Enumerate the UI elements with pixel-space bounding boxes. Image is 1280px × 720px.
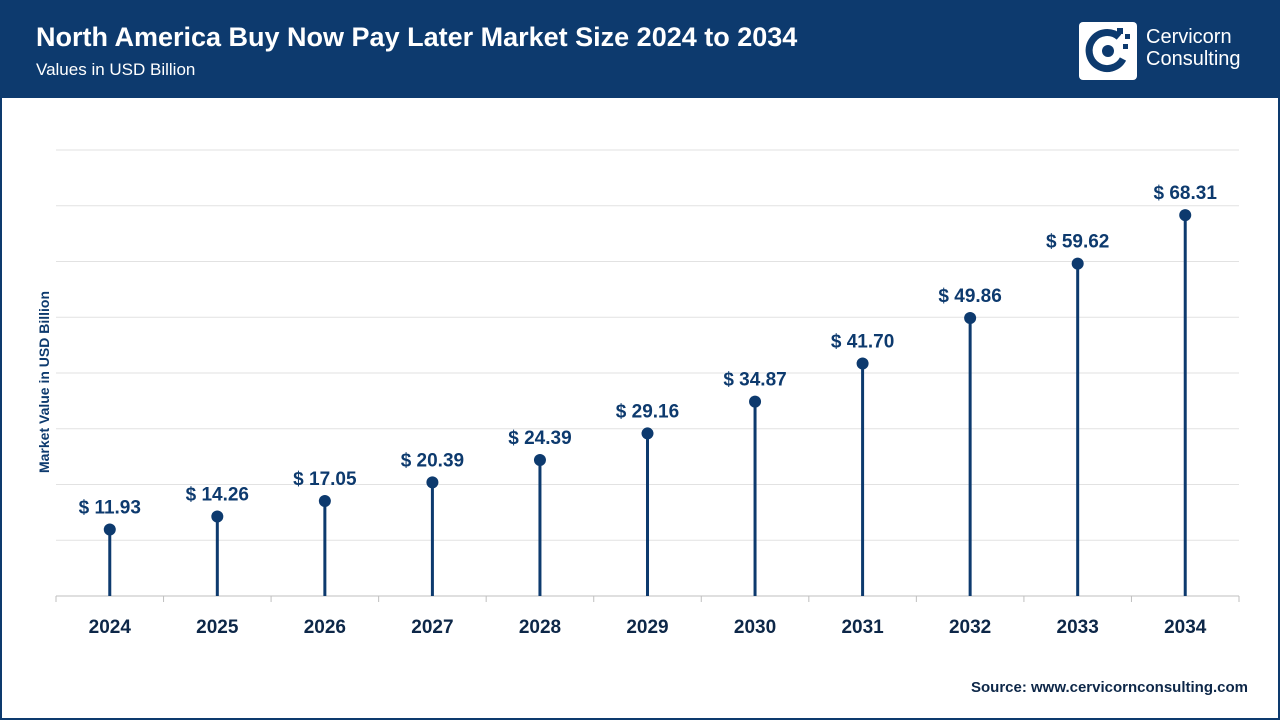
- data-label-2031: $ 41.70: [831, 332, 894, 353]
- data-label-2024: $ 11.93: [79, 497, 141, 518]
- x-tick-label-2025: 2025: [196, 617, 239, 638]
- header-bar: North America Buy Now Pay Later Market S…: [2, 2, 1278, 98]
- data-label-2034: $ 68.31: [1154, 183, 1218, 204]
- y-axis-label: Market Value in USD Billion: [36, 291, 52, 473]
- chart-subtitle: Values in USD Billion: [36, 60, 196, 79]
- data-label-2030: $ 34.87: [723, 370, 786, 391]
- data-label-2028: $ 24.39: [508, 428, 571, 449]
- data-point-2034: [1179, 209, 1192, 222]
- brand-name: Cervicorn Consulting: [1146, 26, 1241, 70]
- data-point-2031: [856, 357, 869, 370]
- data-label-2033: $ 59.62: [1046, 232, 1109, 253]
- data-label-2027: $ 20.39: [401, 450, 464, 471]
- brand-line2: Consulting: [1146, 48, 1241, 70]
- data-point-2033: [1071, 257, 1084, 270]
- data-point-2028: [533, 454, 546, 467]
- x-tick-label-2024: 2024: [89, 617, 132, 638]
- chart-title: North America Buy Now Pay Later Market S…: [36, 22, 798, 52]
- source-note: Source: www.cervicornconsulting.com: [970, 679, 1248, 696]
- x-tick-label-2032: 2032: [949, 617, 991, 638]
- data-point-2026: [318, 494, 331, 507]
- x-tick-label-2030: 2030: [734, 617, 776, 638]
- chart-marks: $ 11.93 2024 $ 14.26 2025 $ 17.05 2026 $ 20.39…: [79, 183, 1218, 638]
- x-tick-label-2031: 2031: [841, 617, 884, 638]
- x-tick-label-2034: 2034: [1164, 617, 1207, 638]
- data-point-2030: [749, 395, 762, 408]
- data-point-2027: [426, 476, 439, 489]
- data-point-2032: [964, 312, 977, 325]
- data-point-2025: [211, 510, 224, 523]
- data-label-2029: $ 29.16: [616, 401, 679, 422]
- x-tick-label-2033: 2033: [1057, 617, 1099, 638]
- data-point-2029: [641, 427, 654, 440]
- x-tick-label-2029: 2029: [626, 617, 668, 638]
- data-point-2024: [103, 523, 116, 536]
- data-label-2026: $ 17.05: [293, 469, 357, 490]
- data-label-2025: $ 14.26: [186, 485, 249, 506]
- x-tick-label-2028: 2028: [519, 617, 561, 638]
- x-tick-label-2027: 2027: [411, 617, 453, 638]
- data-label-2032: $ 49.86: [938, 286, 1001, 307]
- x-tick-label-2026: 2026: [304, 617, 346, 638]
- brand-line1: Cervicorn: [1146, 26, 1232, 48]
- cervicorn-logo-icon: [1079, 22, 1137, 80]
